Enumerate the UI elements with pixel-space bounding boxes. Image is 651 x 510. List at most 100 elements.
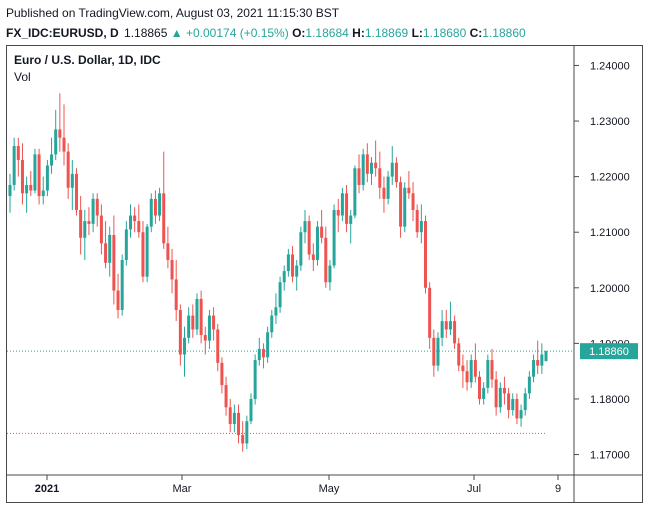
y-tick-label: 1.24000 xyxy=(590,60,630,72)
candle-body xyxy=(523,393,527,411)
candle-body xyxy=(124,229,128,260)
candle-body xyxy=(162,193,166,244)
candle-body xyxy=(183,337,187,355)
candle-body xyxy=(419,221,423,233)
candle-body xyxy=(170,260,174,280)
candle-body xyxy=(195,298,199,330)
candle-body xyxy=(41,190,45,197)
candle-body xyxy=(66,151,70,188)
candle-body xyxy=(424,221,428,288)
volume-label: Vol xyxy=(14,70,31,84)
symbol-line: FX_IDC:EURUSD, D 1.18865 ▲ +0.00174 (+0.… xyxy=(6,25,526,41)
candle-body xyxy=(365,154,369,174)
candle-body xyxy=(116,290,120,311)
candle-body xyxy=(340,193,344,216)
candle-body xyxy=(83,221,87,238)
candle-body xyxy=(270,315,274,333)
candle-body xyxy=(448,321,452,330)
candle-body xyxy=(502,387,506,394)
y-tick-label: 1.20000 xyxy=(590,283,630,295)
candle-body xyxy=(133,215,137,222)
candle-body xyxy=(469,360,473,383)
candle-body xyxy=(511,398,515,411)
candle-body xyxy=(141,232,145,277)
last-price-tag xyxy=(580,343,638,360)
candle-body xyxy=(349,215,353,224)
candle-body xyxy=(237,412,241,436)
candle-body xyxy=(328,265,332,283)
y-tick-label: 1.23000 xyxy=(590,116,630,128)
candle-body xyxy=(436,337,440,366)
candle-body xyxy=(224,385,228,408)
candle-body xyxy=(378,168,382,188)
candle-body xyxy=(79,209,83,238)
candle-body xyxy=(486,360,490,388)
candle-body xyxy=(544,351,548,362)
candle-body xyxy=(482,387,486,399)
candle-body xyxy=(33,154,37,191)
last-price-tag-label: 1.18860 xyxy=(589,346,629,358)
y-tick-label: 1.18000 xyxy=(590,394,630,406)
candle-body xyxy=(29,184,33,191)
candle-body xyxy=(282,271,286,283)
legend-title: Euro / U.S. Dollar, 1D, IDC xyxy=(14,53,161,67)
candle-body xyxy=(95,198,99,216)
candle-body xyxy=(261,348,265,358)
low-label: L: xyxy=(411,26,423,40)
candle-body xyxy=(249,398,253,422)
candle-body xyxy=(274,307,278,316)
candle-body xyxy=(428,287,432,338)
candle-body xyxy=(166,243,170,260)
candle-body xyxy=(307,221,311,255)
candle-body xyxy=(494,379,498,408)
y-tick-label: 1.17000 xyxy=(590,450,630,462)
candle-body xyxy=(203,335,207,341)
candle-body xyxy=(457,343,461,366)
candle-body xyxy=(99,215,103,244)
candle-body xyxy=(212,315,216,330)
candle-body xyxy=(191,315,195,330)
y-tick-label: 1.21000 xyxy=(590,227,630,239)
candle-body xyxy=(320,226,324,238)
x-tick-label: Jul xyxy=(467,483,481,495)
candle-body xyxy=(266,332,270,358)
chart-legend: Euro / U.S. Dollar, 1D, IDC Vol xyxy=(14,52,161,86)
candle-body xyxy=(324,237,328,283)
candle-body xyxy=(303,221,307,233)
candle-body xyxy=(490,360,494,380)
candle-body xyxy=(291,254,295,277)
candle-body xyxy=(369,162,373,174)
candle-body xyxy=(149,198,153,227)
close-label: C: xyxy=(469,26,483,40)
candle-body xyxy=(74,173,78,210)
candle-body xyxy=(112,234,116,291)
candle-body xyxy=(527,376,531,394)
candle-body xyxy=(311,254,315,260)
candle-body xyxy=(345,193,349,224)
candle-body xyxy=(278,282,282,308)
candle-body xyxy=(128,215,132,230)
candle-body xyxy=(137,221,141,233)
candle-body xyxy=(232,412,236,424)
candle-body xyxy=(228,407,232,424)
candle-body xyxy=(507,393,511,411)
candle-body xyxy=(153,198,157,216)
candle-body xyxy=(461,365,465,372)
candle-body xyxy=(158,193,162,216)
candle-body xyxy=(390,162,394,177)
chart-header: Published on TradingView.com, August 03,… xyxy=(6,5,526,41)
close-value: 1.18860 xyxy=(482,26,526,40)
y-tick-label: 1.22000 xyxy=(590,172,630,184)
candle-body xyxy=(199,298,203,336)
candle-body xyxy=(286,254,290,272)
open-label: O: xyxy=(292,26,306,40)
candle-body xyxy=(536,360,540,366)
candle-body xyxy=(399,182,403,227)
candle-body xyxy=(353,168,357,216)
candle-body xyxy=(20,159,24,194)
candle-body xyxy=(70,173,74,188)
low-value: 1.18680 xyxy=(422,26,467,40)
candle-body xyxy=(498,387,502,408)
candle-body xyxy=(174,279,178,311)
